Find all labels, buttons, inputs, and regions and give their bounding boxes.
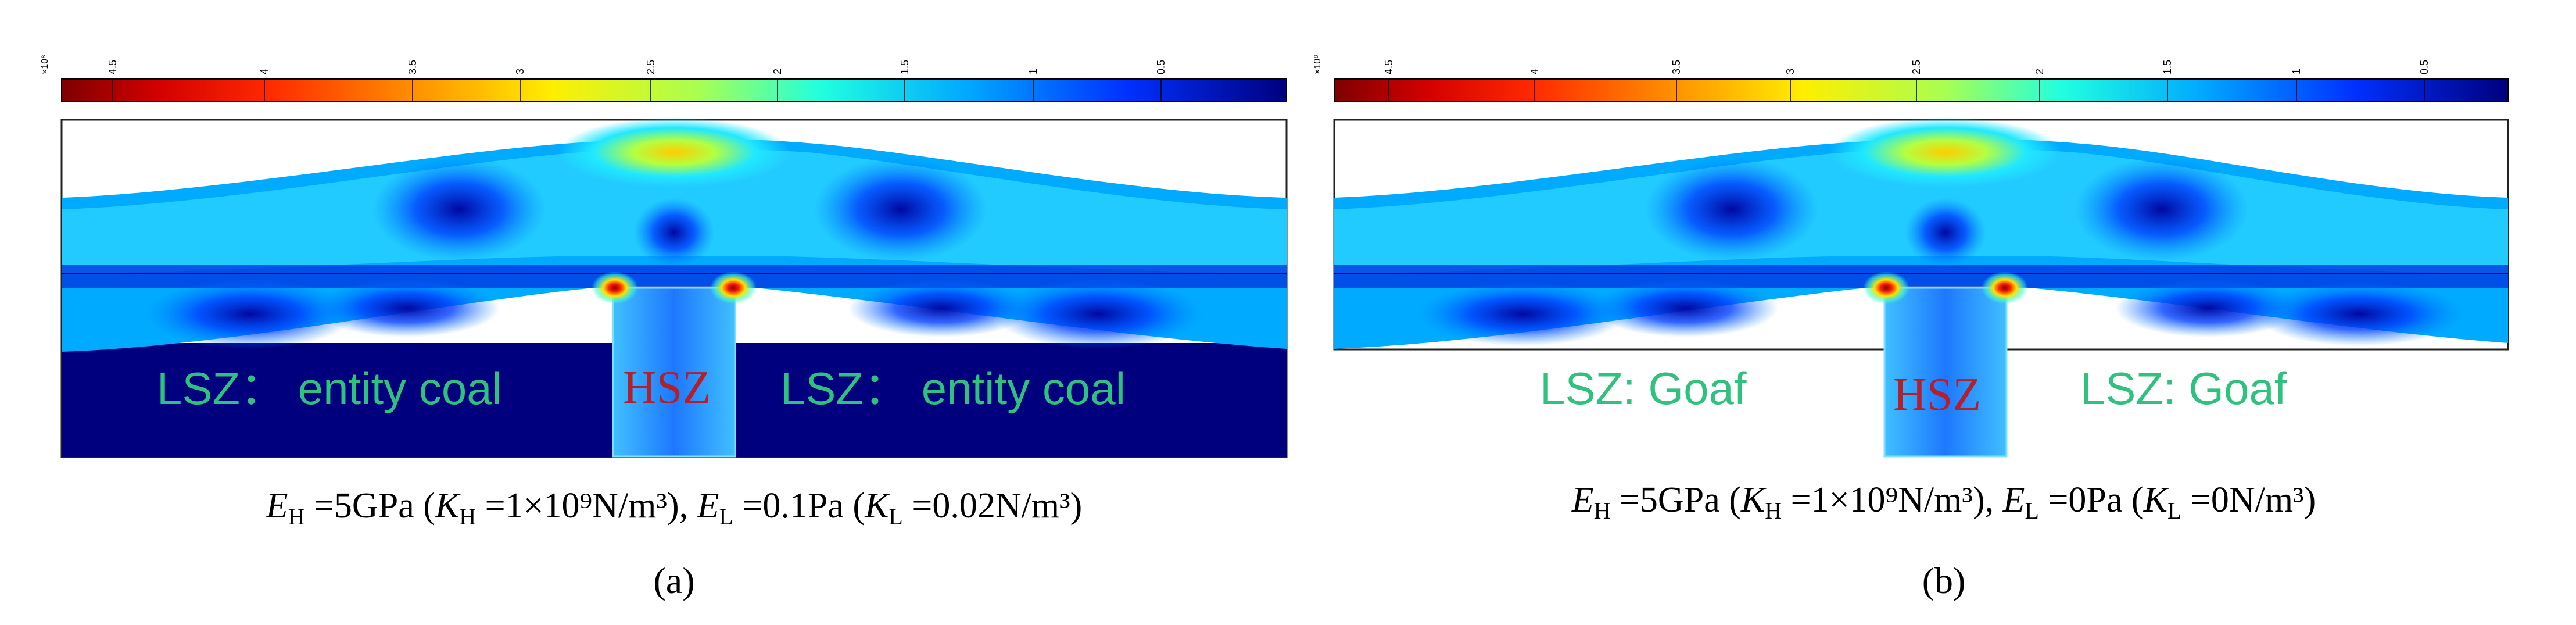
low-stress-blob <box>814 157 988 262</box>
colorbar-tick-label: 0.5 <box>2419 60 2430 74</box>
panel-a: ×10⁸ 4.5 4 3.5 3 2.5 2 1.5 1 0.5 <box>40 55 1288 601</box>
stress-hotspot-right <box>710 272 757 304</box>
low-stress-blob <box>2115 279 2301 337</box>
low-stress-blob <box>1645 157 1819 262</box>
hsz-pillar <box>612 287 736 458</box>
colorbar-ticks <box>1388 79 2425 101</box>
low-stress-blob <box>2075 157 2249 262</box>
colorbar-tick-label: 0.5 <box>1155 60 1167 74</box>
hsz-label: HSZ <box>1893 369 1981 420</box>
colorbar-b: ×10⁸ 4.5 4 3.5 3 2.5 2 1.5 1 0.5 <box>1313 55 2509 102</box>
low-stress-blob <box>1905 198 1986 267</box>
panel-label: (b) <box>1922 560 1966 601</box>
colorbar-tick-label: 1 <box>1027 69 1039 74</box>
colorbar-tick-label: 3 <box>1785 69 1796 74</box>
stress-hotspot-left <box>1863 272 1909 304</box>
stress-hotspot-right <box>1982 272 2028 304</box>
colorbar-tick-label: 4.5 <box>1383 60 1395 74</box>
colorbar-gradient <box>1334 78 2509 102</box>
low-stress-blob <box>994 279 1203 349</box>
colorbar-multiplier: ×10⁸ <box>40 55 50 74</box>
parameter-caption: EH =5GPa (KH =1×10⁹N/m³), EL =0Pa (KL =0… <box>1571 480 2316 524</box>
right-zone-label: LSZ： entity coal <box>780 363 1126 414</box>
colorbar-ticks <box>112 79 1162 101</box>
colorbar-tick-label: 4.5 <box>107 60 119 74</box>
low-stress-blob <box>1592 279 1778 337</box>
colorbar-gradient <box>61 78 1287 102</box>
colorbar-tick-label: 3.5 <box>1671 60 1682 74</box>
low-stress-blob <box>372 157 546 262</box>
top-stress-concentration <box>1829 117 2062 187</box>
hsz-pillar <box>1883 287 2008 458</box>
low-stress-blob <box>2255 282 2464 346</box>
top-stress-concentration <box>558 117 790 187</box>
colorbar-tick-label: 2.5 <box>1911 60 1922 74</box>
hsz-label: HSZ <box>623 362 711 413</box>
panel-b: ×10⁸ 4.5 4 3.5 3 2.5 2 1.5 1 0.5 <box>1313 55 2509 601</box>
colorbar-multiplier: ×10⁸ <box>1313 55 1323 74</box>
colorbar-tick-label: 1.5 <box>2162 60 2173 74</box>
colorbar-tick-label: 3 <box>514 69 526 74</box>
low-stress-blob <box>314 279 500 337</box>
right-zone-label: LSZ: Goaf <box>2080 363 2287 414</box>
stress-hotspot-left <box>592 272 638 304</box>
left-zone-label: LSZ： entity coal <box>157 363 502 414</box>
left-zone-label: LSZ: Goaf <box>1540 363 1747 414</box>
colorbar-tick-label: 2.5 <box>645 60 657 74</box>
low-stress-blob <box>633 198 715 267</box>
colorbar-tick-label: 4 <box>259 69 270 74</box>
panel-label: (a) <box>653 560 694 601</box>
low-stress-blob <box>145 279 354 349</box>
colorbar-a: ×10⁸ 4.5 4 3.5 3 2.5 2 1.5 1 0.5 <box>40 55 1287 102</box>
colorbar-tick-label: 2 <box>772 69 783 74</box>
colorbar-tick-label: 1.5 <box>899 60 911 74</box>
low-stress-blob <box>848 279 1034 337</box>
low-stress-blob <box>1418 282 1627 346</box>
colorbar-tick-label: 4 <box>1529 69 1540 74</box>
colorbar-tick-label: 1 <box>2291 69 2302 74</box>
colorbar-tick-label: 2 <box>2034 69 2045 74</box>
colorbar-tick-label: 3.5 <box>407 60 418 74</box>
parameter-caption: EH =5GPa (KH =1×10⁹N/m³), EL =0.1Pa (KL … <box>266 486 1083 530</box>
